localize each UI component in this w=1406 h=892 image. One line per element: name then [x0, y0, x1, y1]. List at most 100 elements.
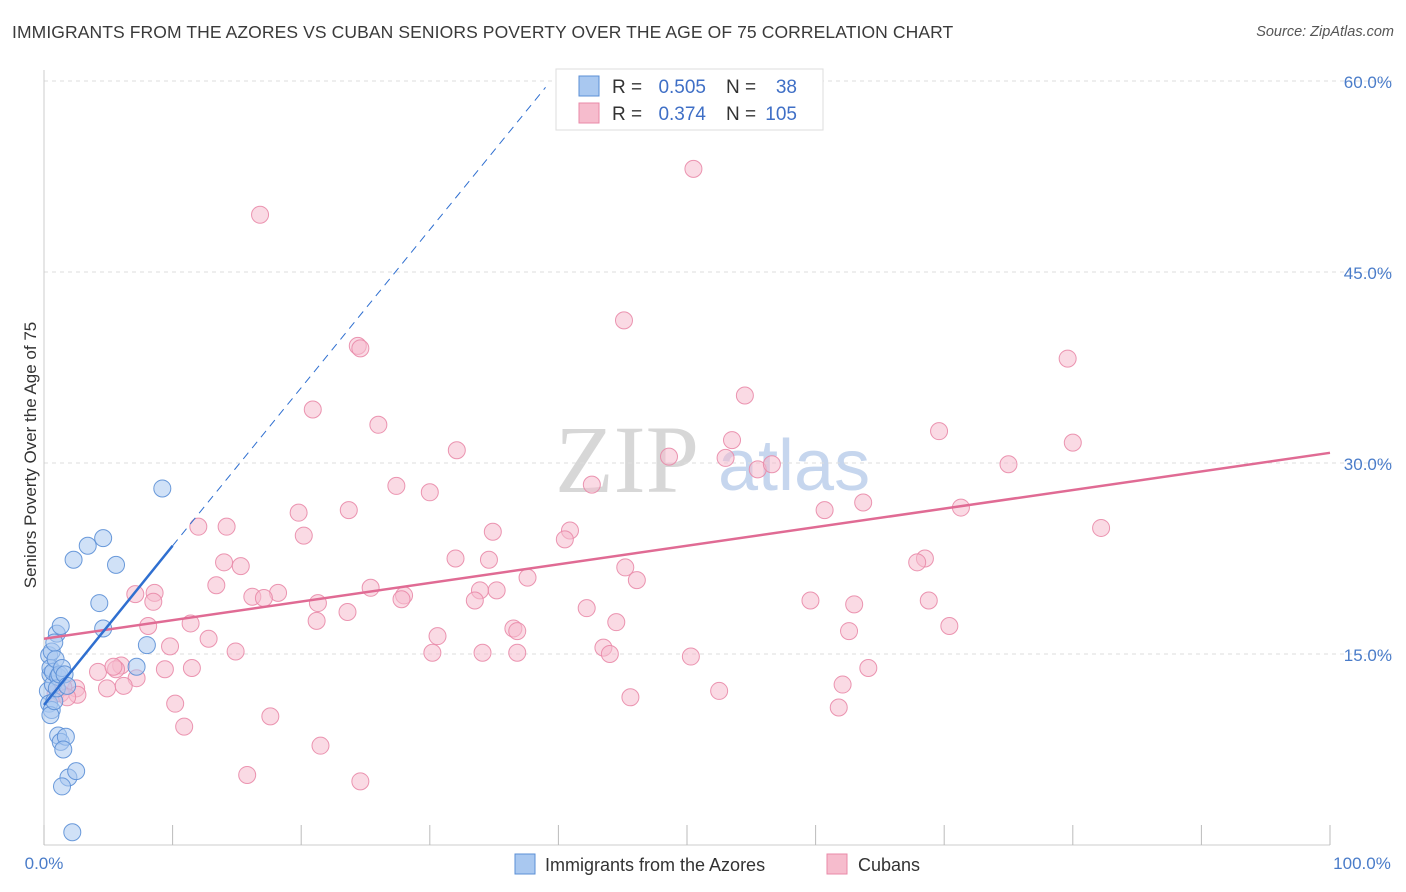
cubans-point: [428, 627, 447, 646]
cubans-point: [607, 613, 626, 632]
cubans-point: [231, 557, 250, 576]
azores-point: [127, 657, 146, 676]
azores-point: [94, 529, 113, 548]
chart-title: IMMIGRANTS FROM THE AZORES VS CUBAN SENI…: [12, 22, 954, 42]
azores-point: [64, 550, 83, 569]
cubans-point: [289, 503, 308, 522]
cubans-point: [908, 553, 927, 572]
cubans-point: [351, 339, 370, 358]
cubans-point: [627, 571, 646, 590]
cubans-point: [175, 717, 194, 736]
cubans-point: [339, 501, 358, 520]
azores-point: [63, 823, 82, 842]
cubans-point: [114, 676, 133, 695]
cubans-point: [555, 530, 574, 549]
cubans-point: [139, 616, 158, 635]
azores-points: [38, 479, 172, 842]
cubans-point: [217, 517, 236, 536]
cubans-point: [199, 629, 218, 648]
cubans-point: [387, 476, 406, 495]
cubans-point: [483, 522, 502, 541]
cubans-point: [999, 455, 1018, 474]
cubans-point: [508, 622, 527, 641]
cubans-point: [1092, 518, 1111, 537]
series-legend-swatch-azores: [514, 853, 536, 875]
cubans-point: [919, 591, 938, 610]
cubans-point: [616, 558, 635, 577]
cubans-point: [392, 590, 411, 609]
cubans-point: [254, 588, 273, 607]
cubans-point: [447, 441, 466, 460]
legend-swatch-azores: [578, 75, 600, 97]
cubans-point: [684, 159, 703, 178]
x-tick-label-min: 0.0%: [25, 854, 64, 873]
cubans-point: [854, 493, 873, 512]
cubans-point: [829, 698, 848, 717]
cubans-point: [166, 694, 185, 713]
cubans-point: [840, 622, 859, 641]
y-axis-label: Seniors Poverty Over the Age of 75: [21, 322, 40, 588]
cubans-points: [46, 159, 1111, 791]
cubans-point: [89, 662, 108, 681]
legend-n-value-cubans: 105: [765, 104, 797, 125]
legend-swatch-cubans: [578, 102, 600, 124]
cubans-point: [226, 642, 245, 661]
watermark: ZIP atlas: [555, 406, 870, 513]
legend-r-label-azores: R =: [612, 77, 642, 98]
cubans-point: [801, 591, 820, 610]
stats-legend: R = 0.505 N = 38 R = 0.374 N = 105: [555, 68, 824, 131]
cubans-point: [446, 549, 465, 568]
azores-point: [67, 762, 86, 781]
azores-point: [107, 555, 126, 574]
cubans-point: [930, 422, 949, 441]
legend-r-value-azores: 0.505: [658, 77, 706, 98]
azores-point: [51, 616, 70, 635]
cubans-point: [710, 681, 729, 700]
cubans-point: [723, 431, 742, 450]
cubans-point: [582, 475, 601, 494]
cubans-point: [487, 581, 506, 600]
cubans-point: [361, 578, 380, 597]
cubans-point: [104, 657, 123, 676]
cubans-point: [161, 637, 180, 656]
legend-n-label-azores: N =: [726, 77, 756, 98]
x-axis-ticks: [43, 825, 1331, 845]
cubans-point: [311, 736, 330, 755]
cubans-point: [659, 447, 678, 466]
trend-lines: [43, 87, 1331, 706]
y-tick-label: 30.0%: [1344, 455, 1392, 474]
azores-point: [54, 740, 73, 759]
cubans-point: [518, 568, 537, 587]
cubans-point: [815, 501, 834, 520]
cubans-point: [681, 647, 700, 666]
azores-trend-extension: [172, 87, 546, 547]
cubans-point: [182, 659, 201, 678]
series-legend-label-azores: Immigrants from the Azores: [545, 855, 765, 875]
cubans-point: [600, 645, 619, 663]
azores-point: [58, 676, 77, 695]
y-tick-label: 45.0%: [1344, 264, 1392, 283]
legend-r-label-cubans: R =: [612, 104, 642, 125]
cubans-point: [351, 772, 370, 791]
legend-n-value-azores: 38: [776, 77, 797, 98]
cubans-point: [215, 553, 234, 572]
stats-legend-box: [555, 68, 824, 131]
cubans-point: [845, 595, 864, 614]
cubans-point: [144, 592, 163, 611]
cubans-point: [479, 550, 498, 569]
cubans-point: [238, 765, 257, 784]
cubans-point: [508, 643, 527, 662]
cubans-point: [621, 688, 640, 707]
cubans-point: [1058, 349, 1077, 368]
cubans-point: [420, 483, 439, 502]
cubans-point: [303, 400, 322, 419]
x-tick-label-max: 100.0%: [1333, 854, 1391, 873]
source-label: Source: ZipAtlas.com: [1256, 24, 1394, 40]
cubans-point: [735, 386, 754, 405]
cubans-point: [614, 311, 633, 330]
cubans-point: [473, 643, 492, 662]
y-tick-label: 60.0%: [1344, 73, 1392, 92]
cubans-point: [338, 602, 357, 621]
y-tick-labels: 15.0% 30.0% 45.0% 60.0%: [1344, 73, 1392, 665]
